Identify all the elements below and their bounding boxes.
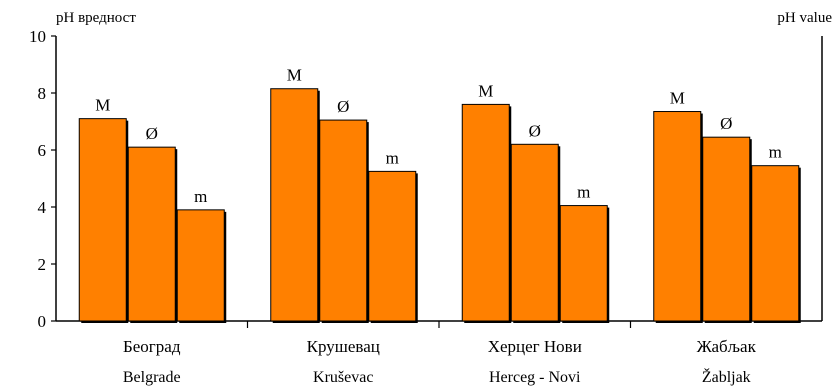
bar-marker-label: Ø [529, 121, 541, 140]
bar [702, 136, 751, 322]
bar-marker-label: M [287, 66, 302, 85]
bar [653, 111, 702, 322]
bar [319, 119, 368, 322]
x-tick-label-cyrillic: Београд [123, 337, 181, 356]
x-tick-label-cyrillic: Крушевац [307, 337, 380, 356]
bar-marker-label: Ø [337, 97, 349, 116]
bar [510, 143, 559, 322]
bar [270, 88, 319, 322]
bar [176, 209, 225, 322]
x-tick-label-latin: Herceg - Novi [489, 369, 581, 386]
x-tick-label-latin: Žabljak [702, 367, 751, 386]
bar [559, 205, 608, 322]
x-tick-label-latin: Belgrade [123, 369, 181, 386]
y-tick-label: 10 [29, 27, 46, 46]
bar [127, 146, 176, 322]
bar [461, 103, 510, 322]
x-tick-label-cyrillic: Жабљак [697, 337, 757, 356]
x-tick-label-latin: Kruševac [313, 369, 373, 386]
y-tick-label: 6 [38, 141, 47, 160]
y-tick-label: 8 [38, 84, 47, 103]
bar [78, 118, 127, 322]
bar [368, 170, 417, 322]
bar-marker-label: m [577, 183, 590, 202]
bar-marker-label: Ø [146, 124, 158, 143]
x-tick-label-cyrillic: Херцег Нови [488, 337, 582, 356]
y-tick-label: 0 [38, 312, 47, 331]
bar-marker-label: M [95, 96, 110, 115]
y-axis-label-right: pH value [777, 10, 832, 26]
x-axis-labels: Београд Belgrade Крушевац Kruševac Херцег Но… [123, 337, 757, 386]
bar [751, 165, 800, 322]
bar-marker-label: m [194, 187, 207, 206]
bar-marker-label: Ø [720, 114, 732, 133]
bar-marker-label: m [386, 148, 399, 167]
bar-marker-label: m [769, 143, 782, 162]
bars: M Øm M Øm M Øm M Øm [78, 66, 801, 324]
bar-marker-label: M [478, 81, 493, 100]
y-axis-label-left: pH вредност [56, 10, 136, 26]
y-tick-label: 4 [38, 198, 47, 217]
bar-marker-label: M [670, 89, 685, 108]
y-tick-label: 2 [38, 255, 47, 274]
